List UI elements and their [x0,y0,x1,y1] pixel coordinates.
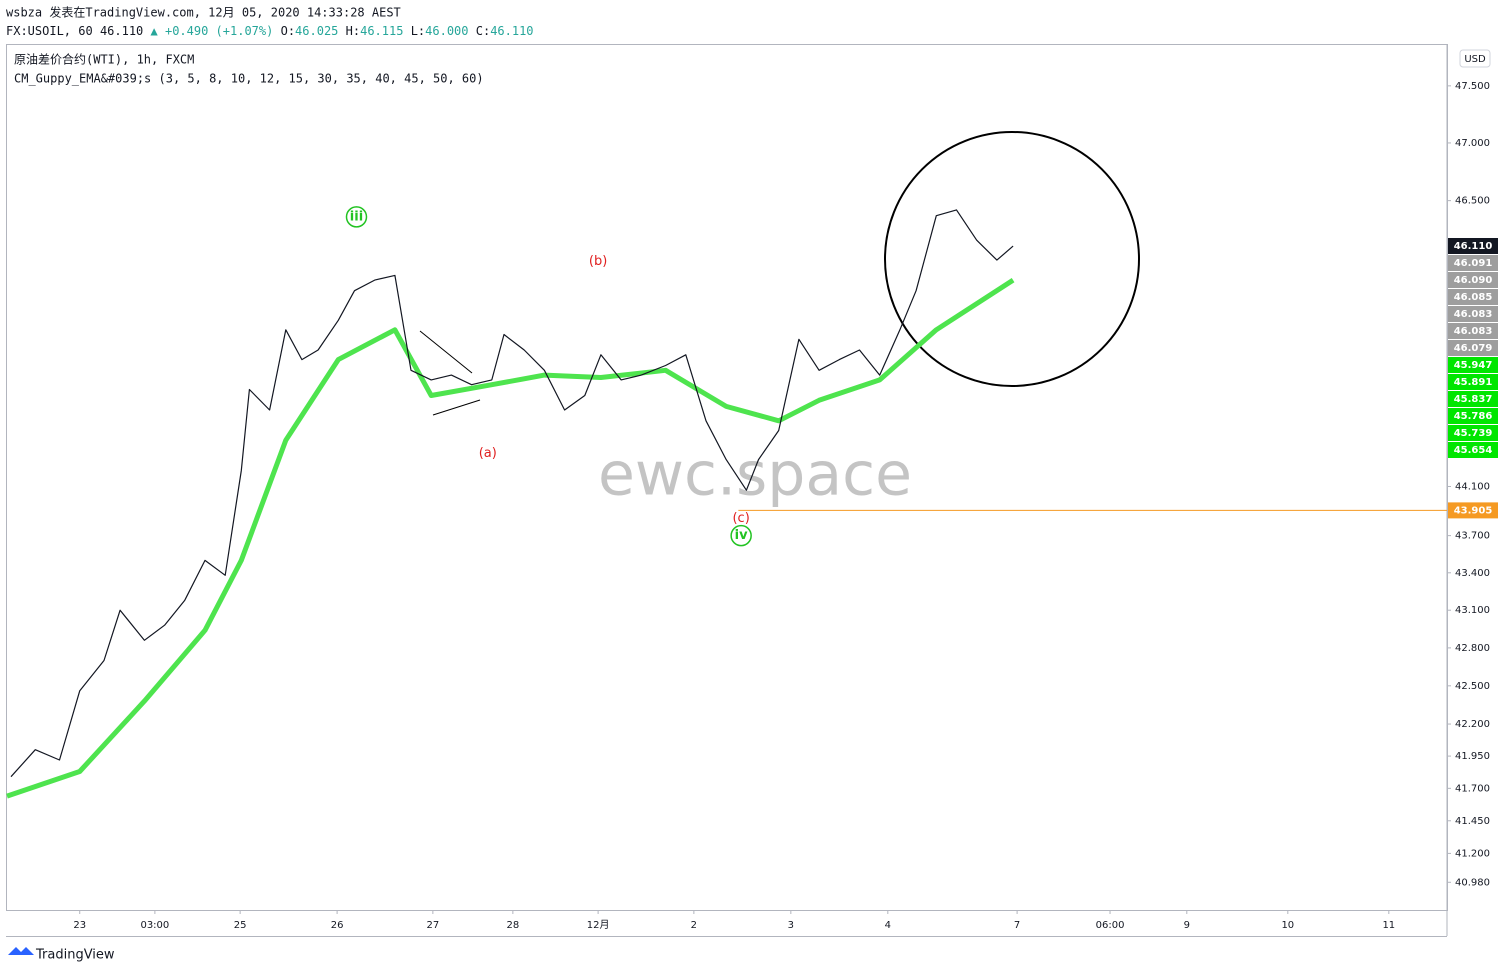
x-tick-label: 3 [788,920,794,931]
price-line [6,278,1015,799]
wave-label: iii [350,209,363,224]
y-tick-label: 43.400 [1455,568,1490,579]
y-tick-label: 47.500 [1455,81,1490,92]
y-tick-label: 41.700 [1455,783,1490,794]
ohlc-value: 46.115 [360,24,403,38]
ohlc-value: 46.000 [425,24,468,38]
currency: USD [1464,54,1486,65]
logo [8,947,34,955]
x-tick-label: 28 [506,920,519,931]
indicator: CM_Guppy_EMA&#039;s (3, 5, 8, 10, 12, 15… [14,72,484,86]
y-tick-label: 41.450 [1455,816,1490,827]
x-tick-label: 26 [331,920,344,931]
price-tag [1448,502,1498,519]
price-tag-label: 45.654 [1454,445,1493,456]
price-tag [1448,323,1498,339]
price-tag-label: 46.110 [1454,241,1493,252]
y-tick-label: 42.800 [1455,643,1490,654]
x-tick-label: 2 [691,920,697,931]
publisher: wsbza 发表在TradingView.com, 12月 05, 2020 1… [6,5,401,20]
price-line [10,209,1014,778]
up-arrow: ▲ [143,24,165,38]
highlight-circle [884,131,1140,387]
x-tick-label: 11 [1382,920,1395,931]
symbol-line: FX:USOIL, 60 46.110 ▲ +0.490 (+1.07%) O:… [6,24,534,38]
wave-circle [345,206,368,228]
currency-button[interactable] [1459,49,1491,68]
price-tag [1448,255,1498,271]
x-tick-label: 27 [426,920,439,931]
price-tag [1448,289,1498,305]
y-tick-label: 46.500 [1455,196,1490,207]
price-tag [1448,357,1498,373]
y-tick-label: 42.500 [1455,681,1490,692]
x-tick-label: 10 [1281,920,1294,931]
x-tick-label: 03:00 [140,920,169,931]
price-tag [1448,340,1498,356]
x-tick-label: 12月 [587,919,610,931]
price-tag [1448,272,1498,288]
trend-line [419,330,473,374]
price-tag [1448,442,1498,458]
symbol: FX:USOIL, 60 [6,24,93,38]
price-tag-label: 45.739 [1454,428,1493,439]
y-tick-label: 43.700 [1455,531,1490,542]
price-tag [1448,408,1498,424]
x-tick-label: 25 [234,920,247,931]
price-tag-label: 46.085 [1454,292,1493,303]
instrument: 原油差价合约(WTI), 1h, FXCM [14,52,194,67]
price-tag-label: 45.786 [1454,411,1493,422]
y-tick-label: 41.950 [1455,751,1490,762]
price-tag-label: 46.083 [1454,309,1493,320]
price-tag [1448,425,1498,441]
x-tick-label: 4 [885,920,891,931]
x-tick-label: 9 [1184,920,1190,931]
wave-label: (b) [589,254,607,269]
price-tag [1448,391,1498,407]
x-tick-label: 7 [1014,920,1020,931]
price-tag [1448,238,1498,254]
price-tag-label: 45.891 [1454,377,1493,388]
trend-line [432,399,481,416]
price-tag-label: 46.083 [1454,326,1493,337]
price-tag [1448,306,1498,322]
ohlc-key: H: [346,24,360,38]
price-tag-label: 46.079 [1454,343,1493,354]
y-tick-label: 47.000 [1455,138,1490,149]
change: +0.490 (+1.07%) [165,24,273,38]
price-tag [1448,374,1498,390]
y-tick-label: 42.200 [1455,719,1490,730]
wave-label: (a) [479,446,497,461]
y-tick-label: 40.980 [1455,877,1490,888]
y-tick-label: 41.200 [1455,848,1490,859]
ohlc-value: 46.110 [490,24,533,38]
ohlc-key: O: [281,24,295,38]
x-tick-label: 23 [73,920,86,931]
watermark: ewc.space [598,440,912,510]
last-price: 46.110 [100,24,143,38]
price-tag-label: 45.947 [1454,360,1493,371]
footer-brand: TradingView [35,948,115,963]
wave-circle [730,524,752,547]
wave-label: iv [735,528,748,543]
y-tick-label: 44.100 [1455,481,1490,492]
wave-label: (c) [732,511,749,526]
price-tag-label: 46.091 [1454,258,1493,269]
price-tag-label: 43.905 [1454,505,1493,516]
ohlc-key: C: [476,24,490,38]
ohlc-value: 46.025 [295,24,338,38]
price-tag-label: 46.090 [1454,275,1493,286]
x-tick-label: 06:00 [1096,920,1125,931]
y-tick-label: 43.100 [1455,605,1490,616]
ohlc-key: L: [411,24,425,38]
price-tag-label: 45.837 [1454,394,1493,405]
